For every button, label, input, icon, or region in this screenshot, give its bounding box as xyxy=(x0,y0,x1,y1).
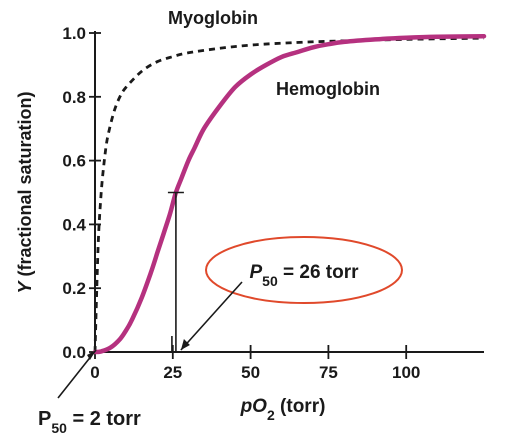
p50-myoglobin-label: P50 = 2 torr xyxy=(38,408,141,436)
hemoglobin-label: Hemoglobin xyxy=(276,79,380,99)
y-tick-label: 0.0 xyxy=(62,343,86,362)
p50-myoglobin-arrowhead xyxy=(87,350,96,360)
y-tick-label: 0.6 xyxy=(62,152,86,171)
y-axis-label: Y (fractional saturation) xyxy=(15,91,35,293)
x-tick-label: 100 xyxy=(392,363,420,382)
y-tick-label: 0.2 xyxy=(62,279,86,298)
y-tick-label: 0.8 xyxy=(62,88,86,107)
x-axis-label: pO2 (torr) xyxy=(240,396,326,423)
myoglobin-curve xyxy=(93,36,485,353)
y-tick-label: 1.0 xyxy=(62,24,86,43)
p50-hemoglobin-arrowhead xyxy=(180,339,190,350)
hemoglobin-curve xyxy=(92,33,487,355)
x-tick-label: 25 xyxy=(163,363,182,382)
myoglobin-label: Myoglobin xyxy=(168,8,258,28)
x-tick-label: 0 xyxy=(90,363,99,382)
p50-hemoglobin-callout xyxy=(205,236,403,304)
p50-hemoglobin-label: P50 = 26 torr xyxy=(249,262,359,289)
x-tick-label: 50 xyxy=(241,363,260,382)
p50-hemoglobin-pointer xyxy=(180,281,243,351)
x-tick-label: 75 xyxy=(319,363,338,382)
y-tick-label: 0.4 xyxy=(62,215,86,234)
